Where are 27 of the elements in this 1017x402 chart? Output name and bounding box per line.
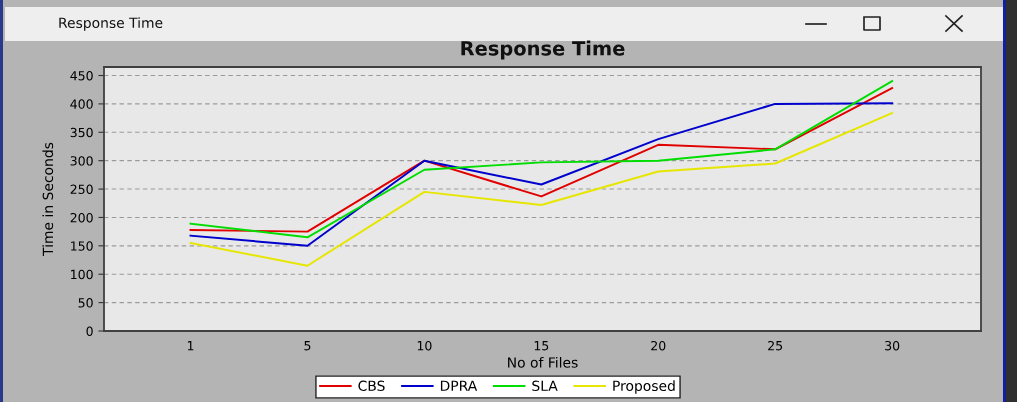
legend-label: CBS — [358, 380, 385, 392]
x-tick-label: 30 — [885, 340, 900, 351]
legend-label: DPRA — [440, 380, 478, 391]
x-tick-label: 1 — [187, 341, 194, 351]
y-tick-label: 150 — [71, 241, 93, 251]
y-tick-label: 200 — [70, 212, 93, 223]
x-tick-label: 20 — [651, 340, 666, 351]
y-tick-label: 50 — [78, 298, 93, 308]
legend-label: SLA — [532, 380, 558, 392]
line-series — [189, 102, 894, 247]
x-tick-label: 10 — [417, 340, 432, 351]
y-axis-title: Time in Seconds — [42, 142, 54, 256]
chart-title: Response Time — [461, 40, 625, 60]
y-tick-label: 300 — [70, 156, 93, 166]
y-tick-label: 350 — [70, 127, 93, 138]
y-tick-label: 250 — [70, 184, 93, 194]
text: Response Time — [59, 17, 163, 31]
x-tick-label: 25 — [768, 340, 783, 351]
x-axis-title: No of Files — [508, 356, 578, 368]
y-tick-label: 450 — [70, 70, 93, 81]
y-tick-label: 0 — [86, 326, 93, 336]
x-tick-label: 5 — [304, 341, 311, 351]
x-tick-label: 15 — [534, 341, 549, 351]
y-tick-label: 400 — [70, 99, 93, 109]
line-series — [189, 112, 894, 267]
y-tick-label: 100 — [71, 269, 93, 280]
legend-label: Proposed — [613, 380, 675, 394]
